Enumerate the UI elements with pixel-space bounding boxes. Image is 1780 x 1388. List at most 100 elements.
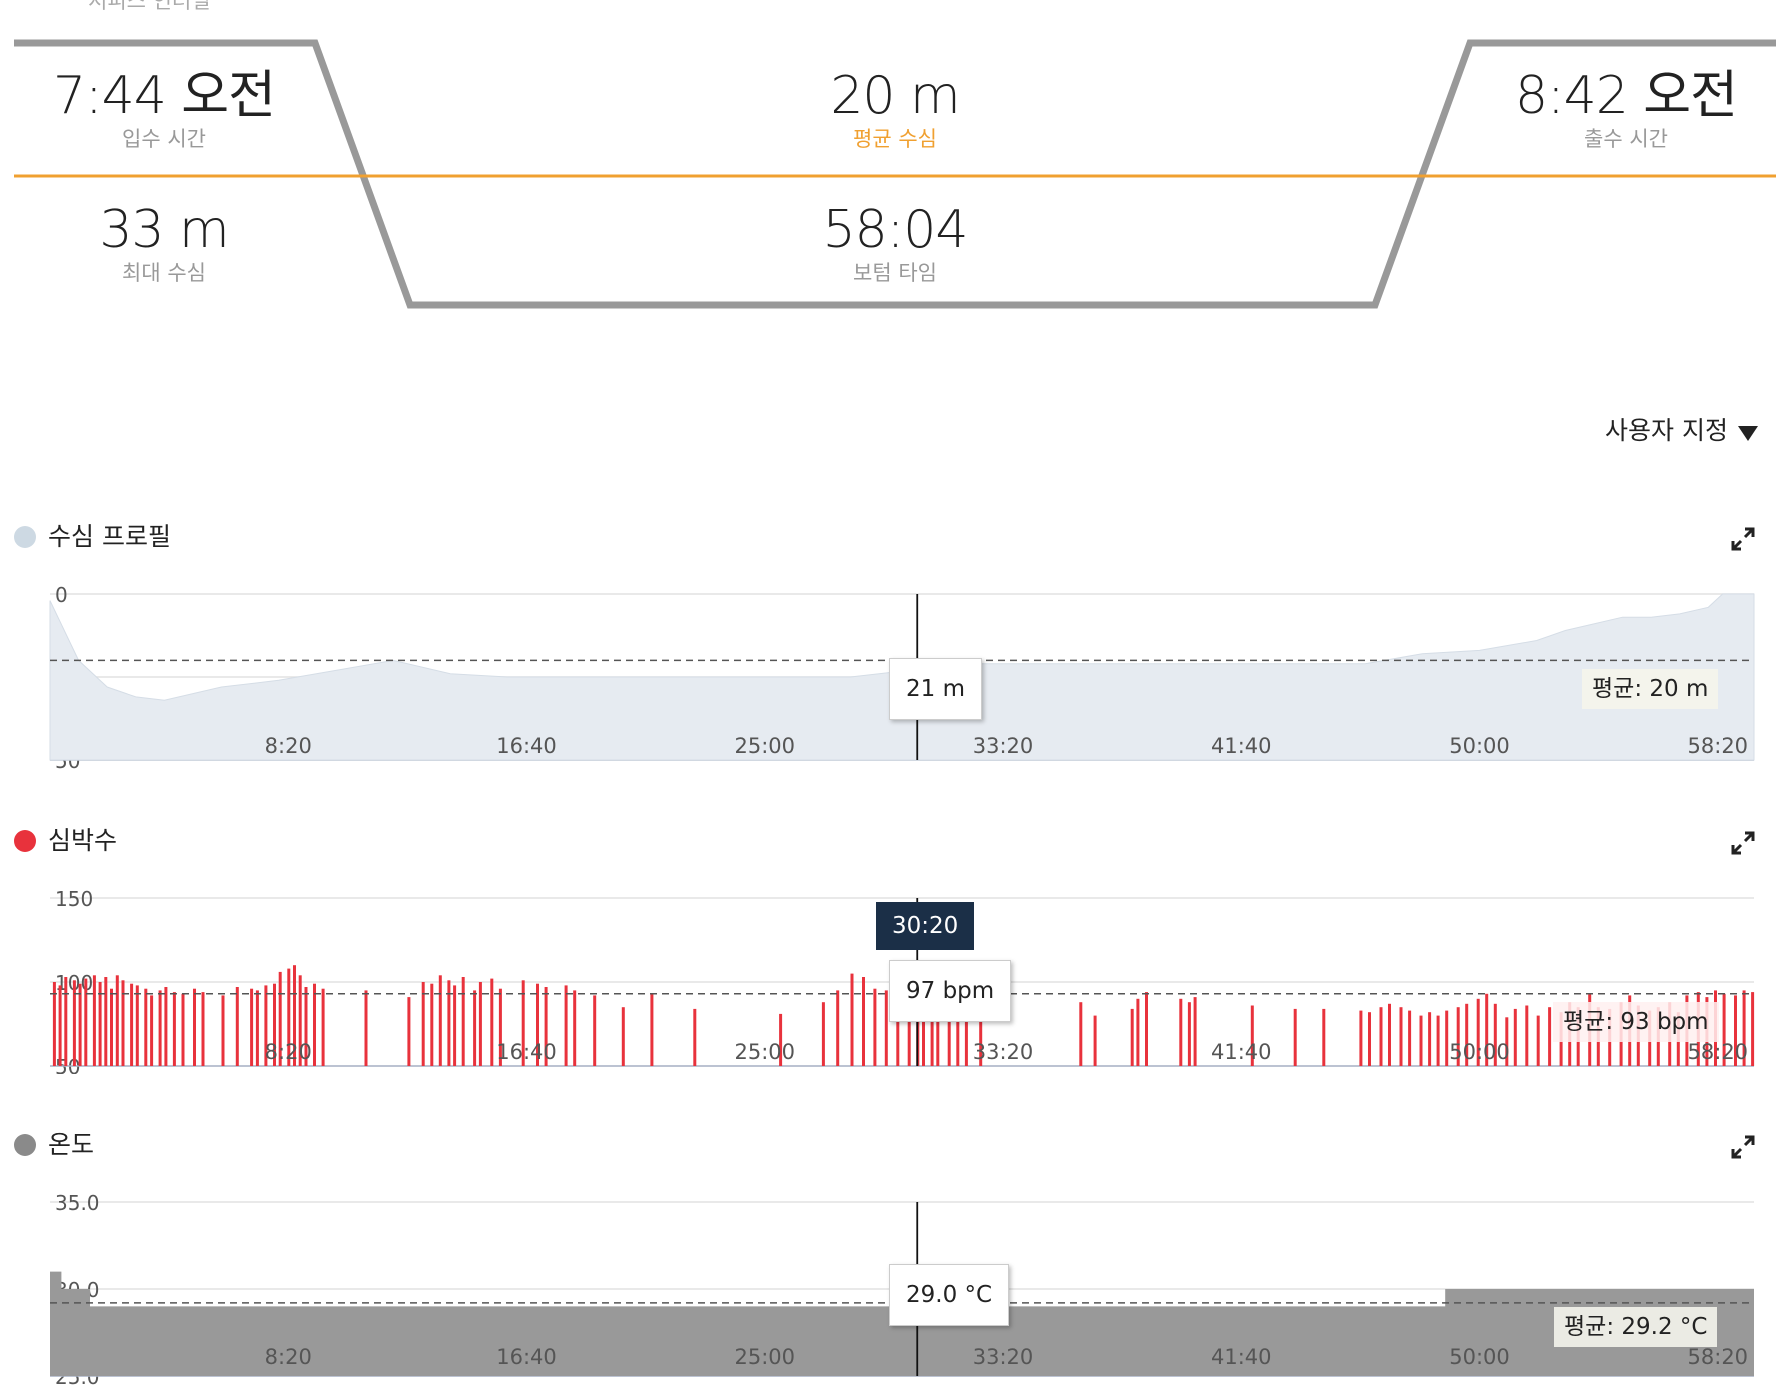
heart-rate-bar [964,1003,968,1066]
expand-icon[interactable] [1730,830,1756,856]
depth-average-label: 평균: 20 m [1582,669,1719,709]
heart-rate-bar [72,980,76,1066]
heart-rate-bar [278,971,282,1066]
heart-rate-legend-dot [14,830,36,852]
max-depth-stat: 33 m 최대 수심 [14,200,314,286]
heart-rate-bar [1250,1005,1254,1066]
avg-depth-value: 20 m [830,66,960,126]
heart-rate-bar [1751,992,1755,1066]
heart-rate-bar [1368,1012,1371,1066]
heart-rate-bar [1476,998,1480,1066]
heart-rate-x-tick-label: 33:20 [973,1040,1034,1064]
heart-rate-bar [321,988,325,1066]
bottom-time-value: 58:04 [822,200,969,260]
heart-rate-bar [201,992,205,1066]
dive-profile-trapezoid [14,39,1776,309]
heart-rate-x-tick-label: 41:40 [1211,1040,1272,1064]
heart-rate-average-label: 평균: 93 bpm [1553,1002,1719,1042]
heart-rate-bar [956,1012,960,1066]
heart-rate-bar [453,985,457,1066]
heart-rate-bar [1536,1015,1540,1066]
heart-rate-bar [693,1008,697,1066]
heart-rate-bar [164,987,168,1066]
entry-time-stat: 7:44 오전 입수 시간 [14,66,314,152]
bottom-time-stat: 58:04 보텀 타임 [745,200,1045,286]
heart-rate-bar [1505,1017,1509,1066]
temperature-x-tick-label: 58:20 [1688,1345,1749,1369]
heart-rate-bar [438,975,442,1066]
heart-rate-bar [593,995,597,1066]
heart-rate-bar [1145,992,1148,1066]
heart-rate-bar [873,988,877,1066]
custom-view-dropdown[interactable]: 사용자 지정 [1605,416,1758,446]
heart-rate-y-tick-label: 150 [55,887,93,911]
heart-rate-bar [930,1005,934,1066]
heart-rate-bar [58,985,62,1066]
heart-rate-bar [110,988,113,1066]
heart-rate-x-tick-label: 8:20 [265,1040,312,1064]
heart-rate-bar [287,968,291,1066]
heart-rate-bar [1525,1005,1529,1066]
temperature-x-tick-label: 50:00 [1449,1345,1510,1369]
depth-x-tick-label: 25:00 [734,734,795,758]
heart-rate-bar [536,983,539,1066]
heart-rate-bar [1093,1015,1097,1066]
heart-rate-bar [1513,1008,1517,1066]
dive-summary: 서피스 인터벌 7:44 오전 입수 시간 20 m 평균 수심 8:42 오전… [0,0,1780,320]
temperature-x-tick-label: 41:40 [1211,1345,1272,1369]
temperature-x-tick-label: 16:40 [496,1345,557,1369]
heart-rate-bar [78,983,82,1066]
depth-y-tick-label: 0 [55,583,68,607]
heart-rate-bar [121,980,125,1066]
triangle-down-icon [1738,425,1758,441]
heart-rate-bar [490,978,494,1066]
heart-rate-bar [52,982,56,1066]
heart-rate-bar [1359,1010,1363,1066]
entry-time-value: 7:44 오전 [53,66,276,126]
heart-rate-bar [1428,1012,1432,1066]
heart-rate-bar [84,978,88,1066]
depth-tooltip: 21 m [889,658,982,720]
heart-rate-bar [255,990,259,1066]
heart-rate-bar [172,992,176,1066]
heart-rate-bar [407,997,411,1066]
heart-rate-bar [836,990,840,1066]
heart-rate-bar [430,983,434,1066]
bottom-time-label: 보텀 타임 [853,261,937,285]
heart-rate-bar [250,988,254,1066]
expand-icon[interactable] [1730,1134,1756,1160]
heart-rate-bar [1445,1010,1449,1066]
temperature-average-label: 평균: 29.2 °C [1554,1307,1718,1347]
heart-rate-bar [573,990,577,1066]
expand-icon[interactable] [1730,526,1756,552]
depth-title-text: 수심 프로필 [48,522,171,551]
depth-x-tick-label: 50:00 [1449,734,1510,758]
heart-rate-bar [447,980,451,1066]
heart-rate-bar [130,983,134,1066]
heart-rate-bar [221,995,225,1066]
temperature-x-tick-label: 25:00 [734,1345,795,1369]
heart-rate-bar [104,977,108,1066]
heart-rate-bar [115,975,119,1066]
heart-rate-bar [1485,993,1489,1066]
heart-rate-bar [947,1008,951,1066]
heart-rate-bar [1293,1008,1297,1066]
depth-x-tick-label: 41:40 [1211,734,1272,758]
heart-rate-bar [273,983,276,1066]
heart-rate-bar [298,975,302,1066]
heart-rate-bar [1136,998,1140,1066]
heart-rate-bar [193,988,196,1066]
heart-rate-bar [1419,1015,1423,1066]
entry-time-label: 입수 시간 [122,127,206,151]
heart-rate-bar [521,980,525,1066]
heart-rate-x-tick-label: 58:20 [1688,1040,1749,1064]
heart-rate-bar [364,990,368,1066]
heart-rate-bar [1187,1002,1191,1066]
cursor-time-tooltip: 30:20 [876,902,975,950]
heart-rate-title-text: 심박수 [48,826,118,855]
heart-rate-bar [907,995,911,1066]
heart-rate-bar [650,993,654,1066]
heart-rate-bar [621,1007,625,1066]
heart-rate-tooltip: 97 bpm [889,960,1012,1022]
heart-rate-bar [150,995,154,1066]
